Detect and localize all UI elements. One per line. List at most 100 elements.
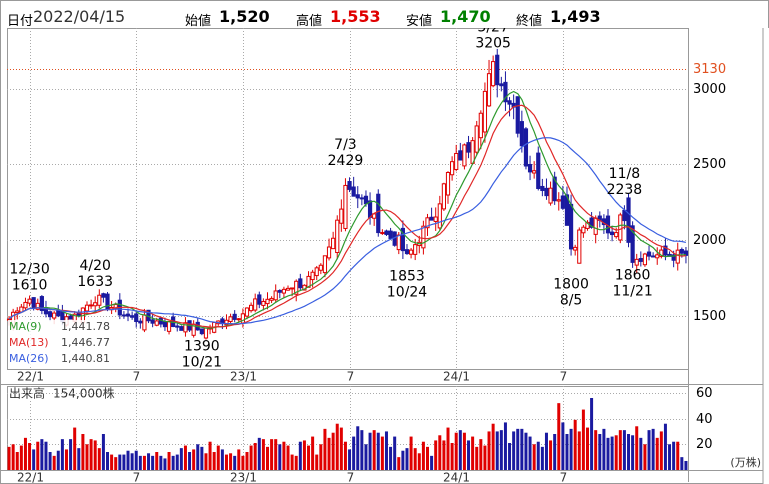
volume-bar (430, 455, 434, 470)
volume-bar (651, 428, 655, 470)
candle-body (507, 100, 512, 105)
candle-body (298, 278, 303, 289)
candle-body (359, 197, 364, 200)
candle-body (322, 255, 328, 274)
volume-bar (233, 455, 237, 470)
candle-body (556, 199, 561, 202)
volume-bar (393, 436, 397, 470)
candle-body (281, 288, 287, 294)
price-x-label: 23/1 (230, 370, 257, 384)
volume-bar (536, 441, 540, 470)
candle-body (454, 152, 459, 170)
volume-bar (245, 452, 249, 470)
candle-body (88, 304, 94, 307)
candle-body (441, 183, 447, 210)
candle-body (273, 290, 278, 301)
candle-body (499, 83, 504, 87)
volume-x-label: 24/1 (443, 471, 470, 484)
price-x-label: 7 (347, 370, 355, 384)
candle-body (577, 229, 582, 264)
volume-bar (647, 430, 651, 470)
volume-bar (7, 446, 11, 470)
volume-bar (389, 446, 393, 470)
annotation-price: 1853 (389, 268, 425, 284)
volume-bar (417, 453, 421, 470)
candle-body (52, 312, 57, 319)
candle-body (47, 311, 53, 318)
volume-bar (659, 431, 663, 470)
candle-body (23, 301, 28, 309)
high-label: 高値 (296, 14, 323, 29)
volume-bar (565, 434, 569, 470)
volume-bar (200, 446, 204, 470)
candle-body (466, 142, 471, 153)
volume-bar (274, 439, 278, 470)
candle-body (437, 203, 442, 229)
volume-bar (282, 441, 286, 470)
candle-body (290, 287, 295, 290)
candle-body (199, 328, 204, 335)
candle-body (257, 294, 262, 305)
volume-bar (241, 455, 245, 470)
candle-body (363, 195, 369, 205)
candle-body (634, 258, 639, 266)
high-value: 1,553 (330, 7, 381, 26)
candle-body (458, 150, 463, 161)
volume-bar (360, 430, 364, 470)
candle-body (68, 315, 73, 320)
annotation-price: 1610 (12, 277, 48, 293)
volume-x-label: 7 (133, 471, 141, 484)
volume-bar (581, 409, 585, 470)
volume-bar (491, 423, 495, 470)
volume-bar (557, 403, 561, 470)
candle-body (294, 280, 299, 295)
price-x-label: 24/1 (443, 370, 470, 384)
volume-bar (622, 430, 626, 470)
candle-body (56, 309, 61, 317)
candle-body (495, 54, 500, 86)
volume-x-label: 7 (560, 471, 568, 484)
candle-body (400, 227, 405, 252)
volume-bar (356, 426, 360, 470)
price-info-bar: 日付 2022/04/15 始値 1,520 高値 1,553 安値 1,470… (0, 0, 769, 29)
volume-bar (425, 446, 429, 470)
candle-body (142, 314, 147, 331)
candle-body (248, 304, 254, 312)
volume-bar (544, 432, 548, 470)
volume-bar (331, 432, 335, 470)
volume-bar (204, 453, 208, 470)
price-tick-label: 2500 (693, 157, 726, 172)
candle-body (581, 226, 586, 234)
volume-bar (81, 434, 85, 470)
volume-bar (549, 440, 553, 470)
volume-bar (208, 441, 212, 470)
volume-bar (261, 439, 265, 470)
volume-bar (454, 432, 458, 470)
volume-bar (266, 446, 270, 470)
volume-bar (413, 448, 417, 470)
annotation-price: 1390 (184, 339, 220, 355)
volume-bar (212, 452, 216, 470)
volume-bar (44, 441, 48, 470)
volume-x-label: 23/1 (230, 471, 257, 484)
candle-body (277, 290, 282, 293)
candle-body (413, 244, 418, 255)
candle-body (310, 271, 315, 281)
candle-body (232, 313, 237, 320)
annotation-date: 10/24 (387, 284, 427, 300)
annotation-price: 2238 (607, 182, 643, 198)
volume-bar (512, 431, 516, 470)
volume-bar (163, 458, 167, 470)
volume-bar (598, 434, 602, 470)
candle-body (450, 161, 455, 176)
price-x-label: 7 (133, 370, 141, 384)
volume-bar (635, 426, 639, 470)
volume-label: 出来高 (9, 386, 45, 401)
volume-bar (175, 454, 179, 470)
volume-bar (48, 452, 52, 470)
candle-body (269, 297, 274, 301)
candle-body (646, 251, 652, 257)
candle-body (675, 249, 680, 264)
